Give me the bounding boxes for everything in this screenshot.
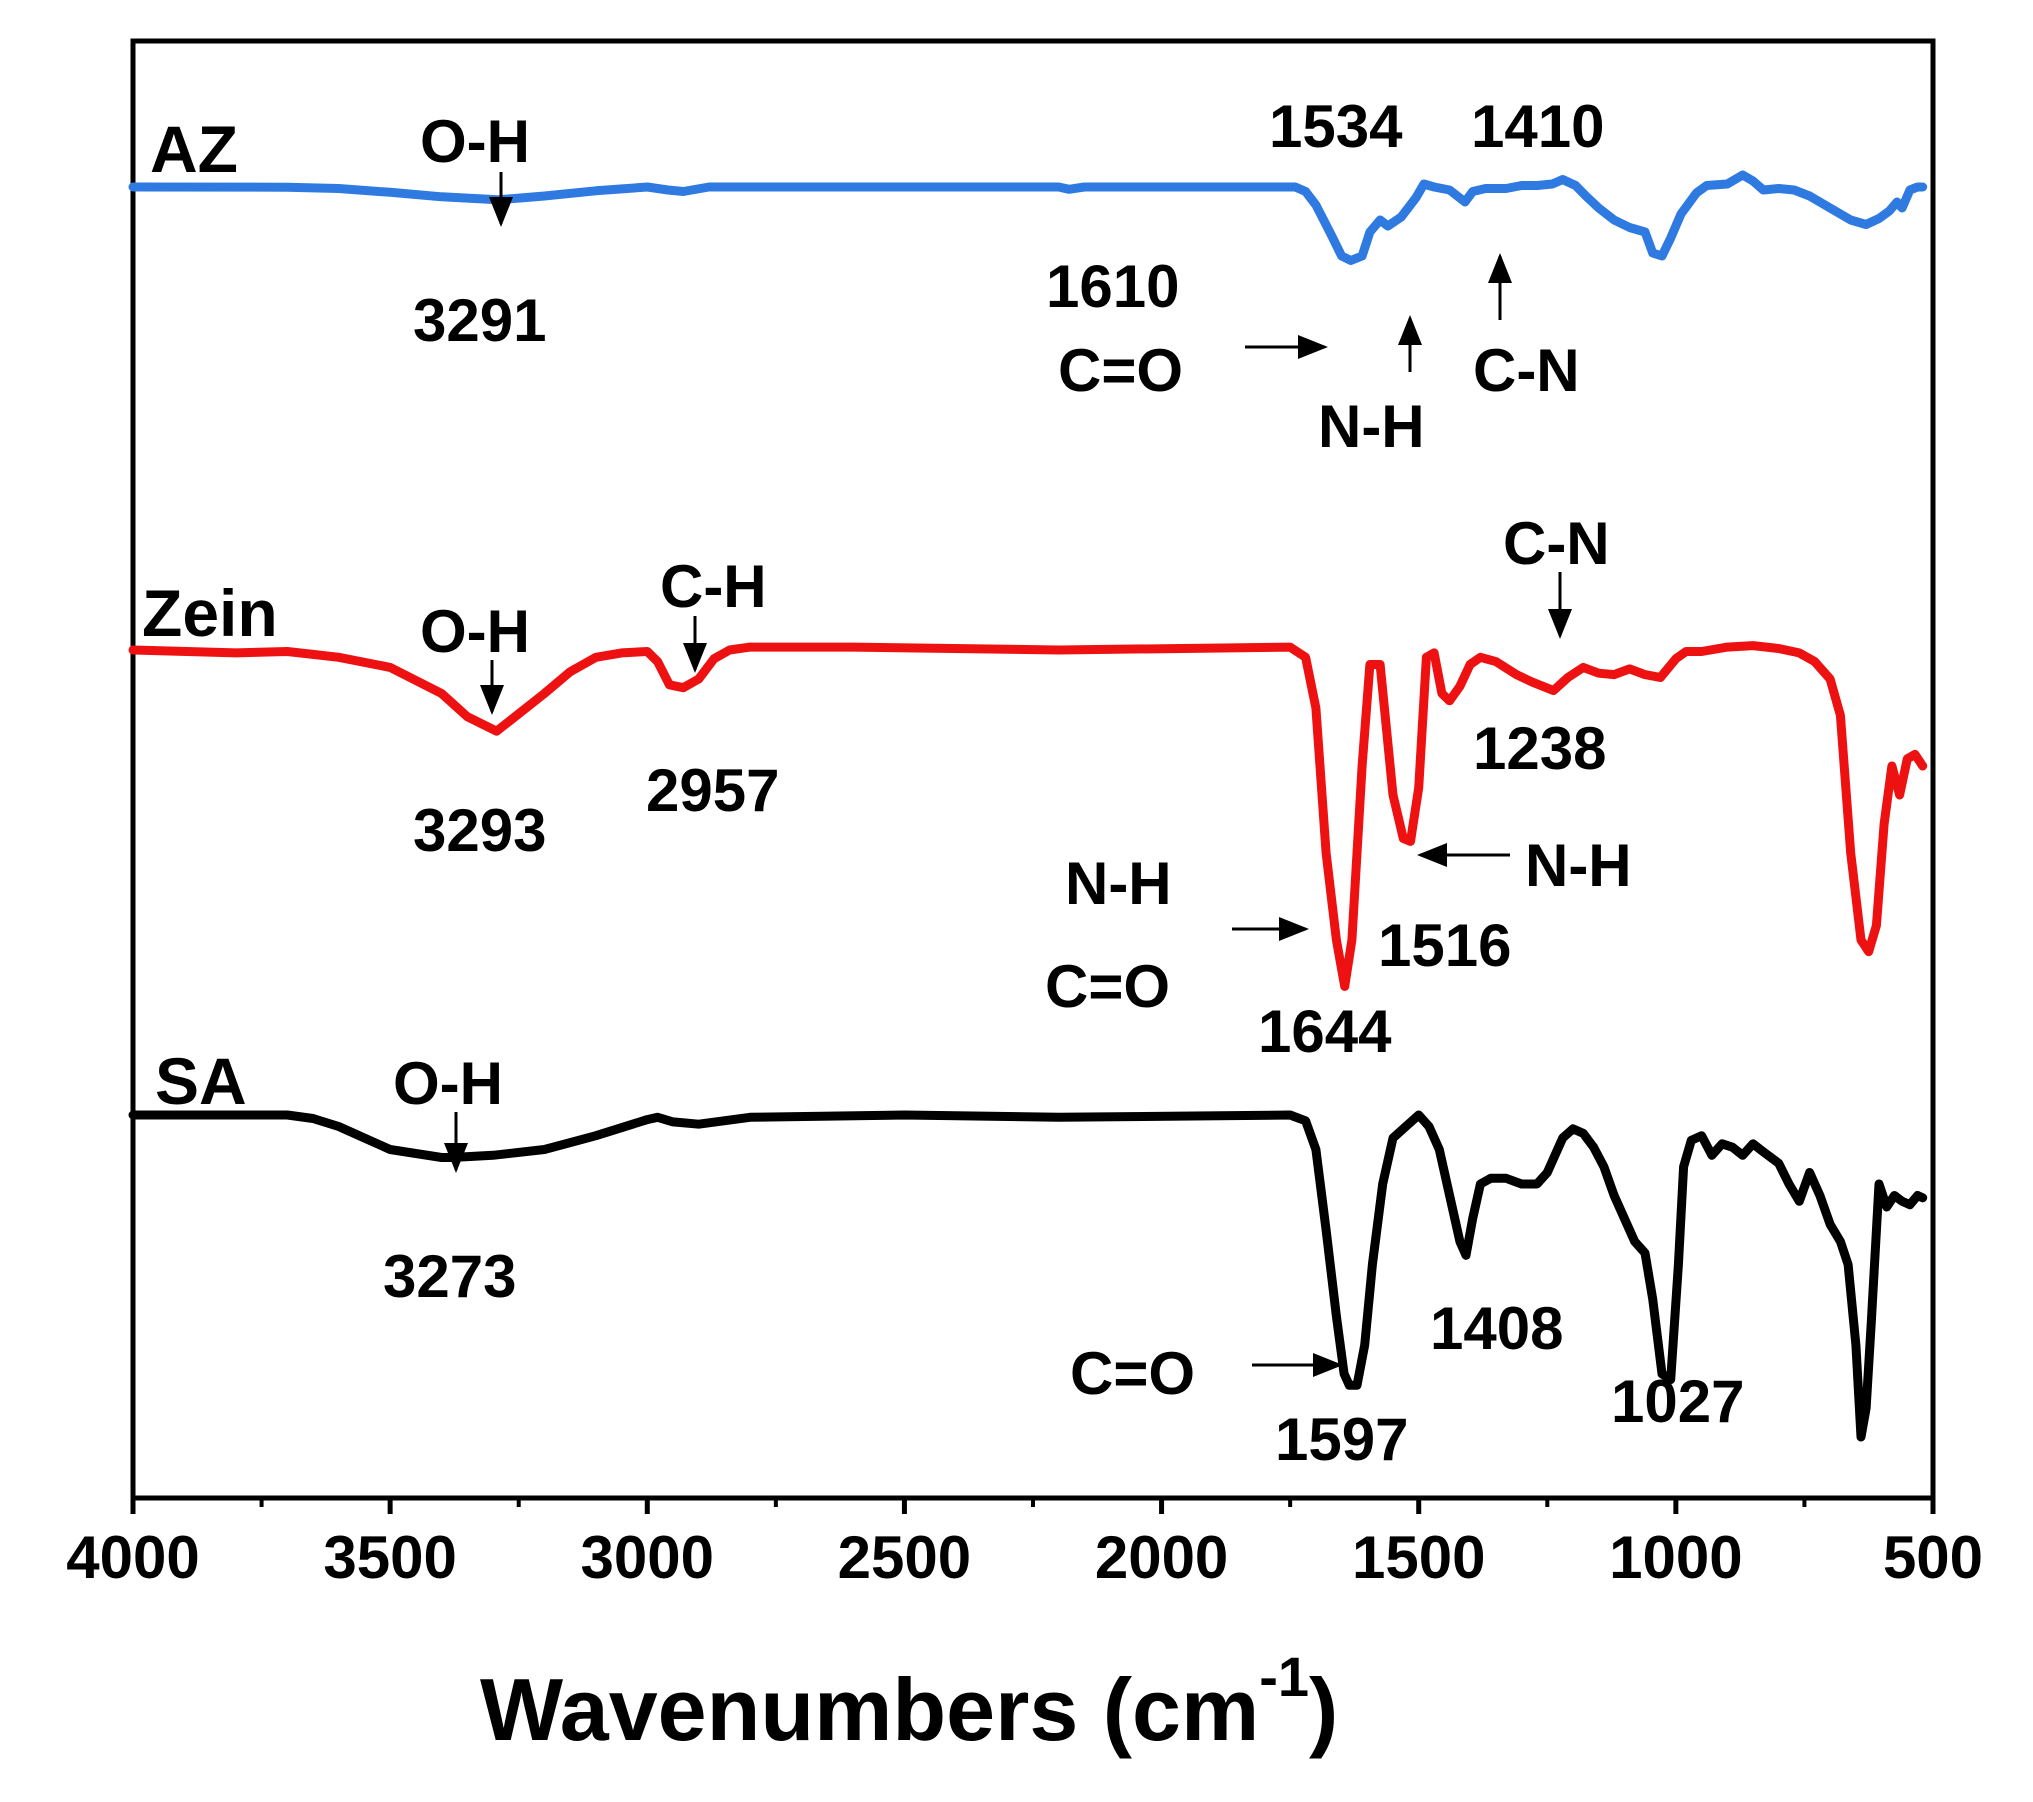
annotation-zein-oh: O-H	[420, 598, 530, 665]
annotation-az-oh: O-H	[420, 108, 530, 175]
annotation-zein-3293: 3293	[413, 797, 546, 864]
series-layer	[128, 170, 1928, 1442]
annotation-sa-1408: 1408	[1430, 1295, 1563, 1362]
annotation-zein-cn: C-N	[1503, 510, 1610, 577]
x-axis-ticks: 4000 3500 3000 2500 2000 1500 1000 500	[66, 1498, 1983, 1591]
annotation-zein-co: C=O	[1045, 953, 1170, 1020]
annotation-az-3291: 3291	[413, 287, 546, 354]
series-label-zein: Zein	[142, 576, 278, 650]
series-label-sa: SA	[155, 1044, 247, 1118]
annotation-zein-1238: 1238	[1473, 715, 1606, 782]
x-axis-title-main: Wavenumbers (cm	[480, 1660, 1259, 1759]
series-line-az	[128, 170, 1928, 265]
annotation-sa-1027: 1027	[1611, 1368, 1744, 1435]
annotation-az-cn: C-N	[1473, 337, 1580, 404]
annotation-zein-nh-left: N-H	[1065, 850, 1172, 917]
x-axis-title-close: )	[1309, 1660, 1338, 1759]
x-tick-label-1500: 1500	[1352, 1524, 1485, 1591]
x-axis-title-superscript: -1	[1259, 1645, 1309, 1708]
x-tick-label-500: 500	[1883, 1524, 1983, 1591]
annotation-az-nh: N-H	[1318, 393, 1425, 460]
annotation-az-1410: 1410	[1471, 93, 1604, 160]
series-line-sa	[128, 1110, 1928, 1442]
annotation-az-1534: 1534	[1269, 93, 1403, 160]
series-line-zein	[128, 641, 1928, 991]
annotation-zein-1516: 1516	[1378, 912, 1511, 979]
annotation-zein-2957: 2957	[646, 757, 779, 824]
series-label-az: AZ	[150, 112, 238, 186]
x-tick-label-2000: 2000	[1095, 1524, 1228, 1591]
annotation-az-co: C=O	[1058, 337, 1183, 404]
annotation-zein-ch: C-H	[660, 553, 767, 620]
annotation-zein-1644: 1644	[1258, 998, 1392, 1065]
annotation-sa-oh: O-H	[393, 1050, 503, 1117]
x-tick-label-3000: 3000	[581, 1524, 714, 1591]
x-tick-label-4000: 4000	[66, 1524, 199, 1591]
annotation-zein-nh-right: N-H	[1525, 832, 1632, 899]
x-tick-label-2500: 2500	[838, 1524, 971, 1591]
annotation-az-1610: 1610	[1046, 253, 1179, 320]
annotation-sa-co: C=O	[1070, 1340, 1195, 1407]
annotation-sa-3273: 3273	[383, 1243, 516, 1310]
x-tick-label-1000: 1000	[1609, 1524, 1742, 1591]
x-tick-label-3500: 3500	[323, 1524, 456, 1591]
x-axis-title: Wavenumbers (cm-1)	[480, 1645, 1338, 1759]
annotation-sa-1597: 1597	[1275, 1406, 1408, 1473]
